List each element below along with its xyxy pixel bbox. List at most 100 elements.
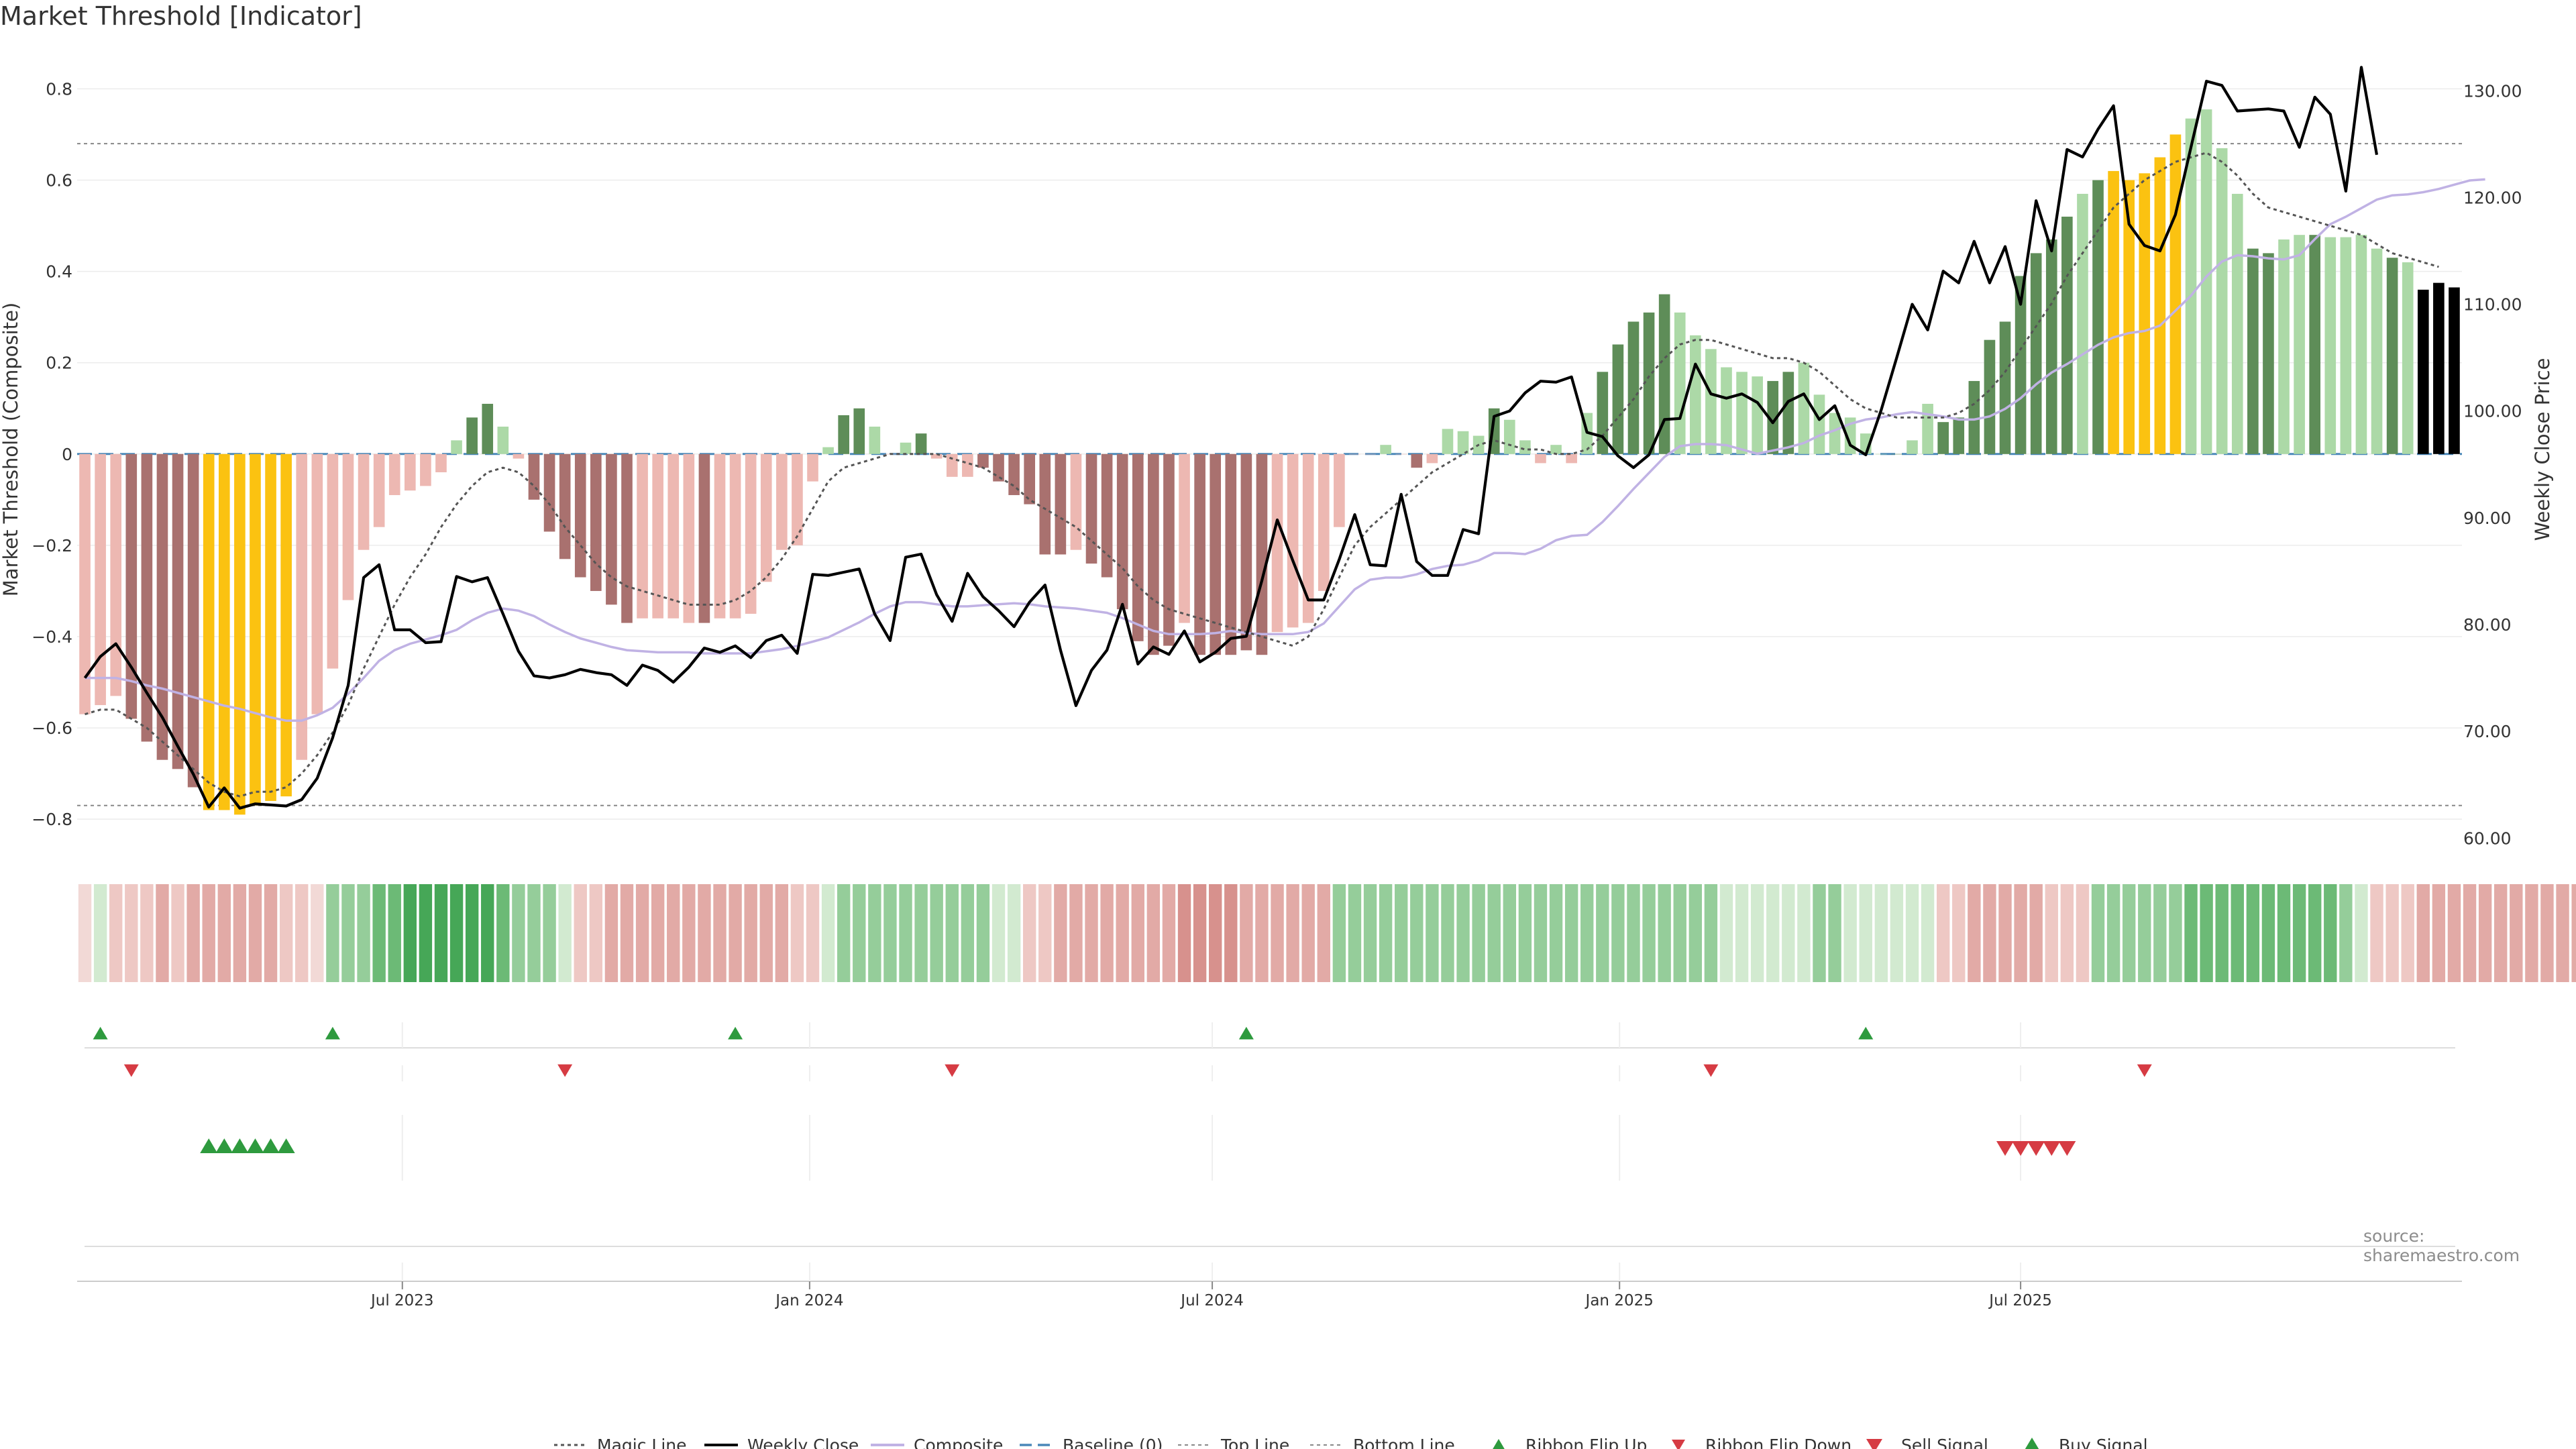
buy-signal-marker [200,1138,218,1154]
composite-bar [187,453,199,788]
ribbon-flip-up-marker [728,1026,743,1040]
ribbon-cell [1905,884,1919,982]
ribbon-cell [1564,884,1578,982]
composite-bar [621,453,633,623]
composite-bar [1984,339,1996,454]
composite-bar [729,453,741,619]
ribbon-cell [775,884,789,982]
ribbon-cell [914,884,928,982]
composite-bar [1318,453,1330,591]
composite-bar [1194,453,1205,655]
ribbon-cell [1363,884,1377,982]
composite-bar [1968,380,1980,454]
ribbon-cell [2416,884,2430,982]
series-lines [83,66,2485,810]
composite-bar [977,453,989,468]
ribbon-cell [806,884,820,982]
composite-bar [698,453,710,623]
ribbon-cell [2246,884,2260,982]
composite-bar [1256,453,1268,655]
ribbon-flip-down-marker [557,1064,573,1077]
ribbon-cell [2277,884,2291,982]
buy-signal-marker [215,1138,233,1154]
right-tick-label: 120.00 [2463,188,2522,207]
composite-bar [1210,453,1222,655]
ribbon-cell [311,884,324,982]
left-tick-label: −0.6 [32,718,72,738]
composite-bar [930,453,943,459]
ribbon-cell [1007,884,1021,982]
composite-bar [590,453,602,591]
ribbon-cell [434,884,448,982]
ribbon-cell [1998,884,2012,982]
right-axis-label: Weekly Close Price [2531,358,2554,541]
composite-bar [2154,157,2166,454]
ribbon-cell [2184,884,2198,982]
left-tick-label: 0.6 [46,171,72,191]
composite-bar [2309,235,2321,454]
composite-bar [1024,453,1036,504]
ribbon-cell [1177,884,1191,982]
ribbon-cell [1224,884,1238,982]
composite-bar [2216,148,2228,454]
buy-signal-marker [231,1138,249,1154]
ribbon-cell [837,884,851,982]
composite-bar [311,453,323,714]
ribbon-cell [171,884,184,982]
ribbon-flip-down-marker [945,1064,960,1077]
composite-bar [405,453,416,491]
x-tick-label: Jul 2025 [1988,1292,2052,1309]
legend-label: Baseline (0) [1063,1436,1163,1449]
ribbon-cell [2478,884,2492,982]
ribbon-cell [481,884,494,982]
ribbon-cell [1936,884,1950,982]
magic-line [85,152,2439,798]
ribbon-cell [388,884,401,982]
right-tick-label: 80.00 [2463,615,2512,635]
composite-bar [1627,321,1640,454]
buy-signal-marker [262,1138,280,1154]
ribbon-cell [2401,884,2414,982]
axes: −0.8 −0.6 −0.4 −0.2 0 0.2 0.4 0.6 0.8 60.00 70.00 8… [32,79,2522,848]
ribbon-cell [279,884,293,982]
composite-bar [838,415,849,454]
composite-bar [203,453,215,810]
ribbon-cell [2355,884,2368,982]
ribbon-cell [2231,884,2244,982]
ribbon-cell [2385,884,2399,982]
composite-bar [2108,170,2119,454]
ribbon-cell [78,884,92,982]
ribbon-cell [1426,884,1439,982]
ribbon-cell [2261,884,2275,982]
x-tick-label: Jul 2023 [370,1292,434,1309]
composite-bar [1658,294,1670,454]
ribbon-cell [465,884,479,982]
ribbon-cell [2308,884,2322,982]
weekly-close-line [83,66,2379,810]
ribbon-cell [1874,884,1888,982]
ribbon-cell [1642,884,1656,982]
left-tick-label: 0.2 [46,354,72,373]
legend-label: Weekly Close [747,1436,859,1449]
ribbon-cell [1797,884,1811,982]
ribbon-cell [961,884,975,982]
composite-bar [280,453,292,797]
ribbon-cell [1890,884,1904,982]
right-tick-label: 90.00 [2463,508,2512,528]
composite-bar [1302,453,1314,623]
composite-bar [2030,253,2042,454]
buy-signal-marker [246,1138,264,1154]
ribbon-cell [449,884,464,982]
ribbon-cell [651,884,665,982]
composite-bar [95,453,106,706]
left-tick-label: −0.4 [32,627,72,647]
composite-bar [141,453,153,742]
ribbon-cell [1719,884,1733,982]
left-tick-label: −0.2 [32,536,72,555]
ribbon-cell [821,884,835,982]
legend-label: Magic Line [597,1436,687,1449]
buy-signal-marker [277,1138,295,1154]
ribbon-cell [1255,884,1269,982]
composite-bar [714,453,726,619]
ribbon-cell [2122,884,2136,982]
